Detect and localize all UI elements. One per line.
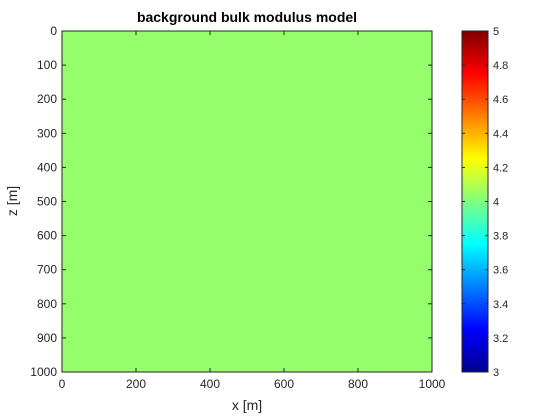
colorbar-gradient <box>462 31 488 372</box>
colorbar-tick-label: 5 <box>493 26 499 38</box>
x-tick-label: 600 <box>274 377 294 391</box>
y-axis-ticks: 0 100 200 300 400 500 600 700 800 900 1000 <box>30 24 432 379</box>
colorbar-tick-label: 3.2 <box>493 333 508 345</box>
colorbar-tick-label: 3 <box>493 367 499 379</box>
y-tick-label: 400 <box>37 160 57 174</box>
colorbar-tick-label: 3.8 <box>493 231 508 243</box>
x-tick-label: 200 <box>126 377 146 391</box>
plot-area <box>61 30 433 373</box>
colorbar-tick-label: 3.4 <box>493 299 508 311</box>
chart-title: background bulk modulus model <box>137 9 357 25</box>
y-tick-label: 900 <box>37 331 57 345</box>
y-axis-label: z [m] <box>4 186 20 216</box>
colorbar-tick-label: 4.6 <box>493 94 508 106</box>
y-tick-label: 100 <box>37 58 57 72</box>
colorbar-ticks: 3 3.2 3.4 3.6 3.8 4 4.2 4.4 4.6 4.8 5 <box>462 26 508 379</box>
y-tick-label: 0 <box>50 24 57 38</box>
colorbar-tick-label: 3.6 <box>493 265 508 277</box>
colorbar-tick-label: 4.4 <box>493 128 508 140</box>
colorbar: 3 3.2 3.4 3.6 3.8 4 4.2 4.4 4.6 4.8 5 <box>461 26 508 379</box>
bulk-modulus-field <box>62 31 432 372</box>
colorbar-tick-label: 4 <box>493 197 499 209</box>
y-tick-label: 600 <box>37 229 57 243</box>
x-axis-label: x [m] <box>232 397 262 413</box>
x-tick-label: 800 <box>348 377 368 391</box>
x-axis-ticks: 0 200 400 600 800 1000 <box>59 31 446 391</box>
colorbar-tick-label: 4.2 <box>493 162 508 174</box>
colorbar-tick-label: 4.8 <box>493 60 508 72</box>
x-tick-label: 400 <box>200 377 220 391</box>
y-tick-label: 700 <box>37 263 57 277</box>
y-tick-label: 800 <box>37 297 57 311</box>
x-tick-label: 0 <box>59 377 66 391</box>
y-tick-label: 200 <box>37 92 57 106</box>
x-tick-label: 1000 <box>419 377 446 391</box>
y-tick-label: 500 <box>37 195 57 209</box>
y-tick-label: 300 <box>37 126 57 140</box>
y-tick-label: 1000 <box>30 365 57 379</box>
